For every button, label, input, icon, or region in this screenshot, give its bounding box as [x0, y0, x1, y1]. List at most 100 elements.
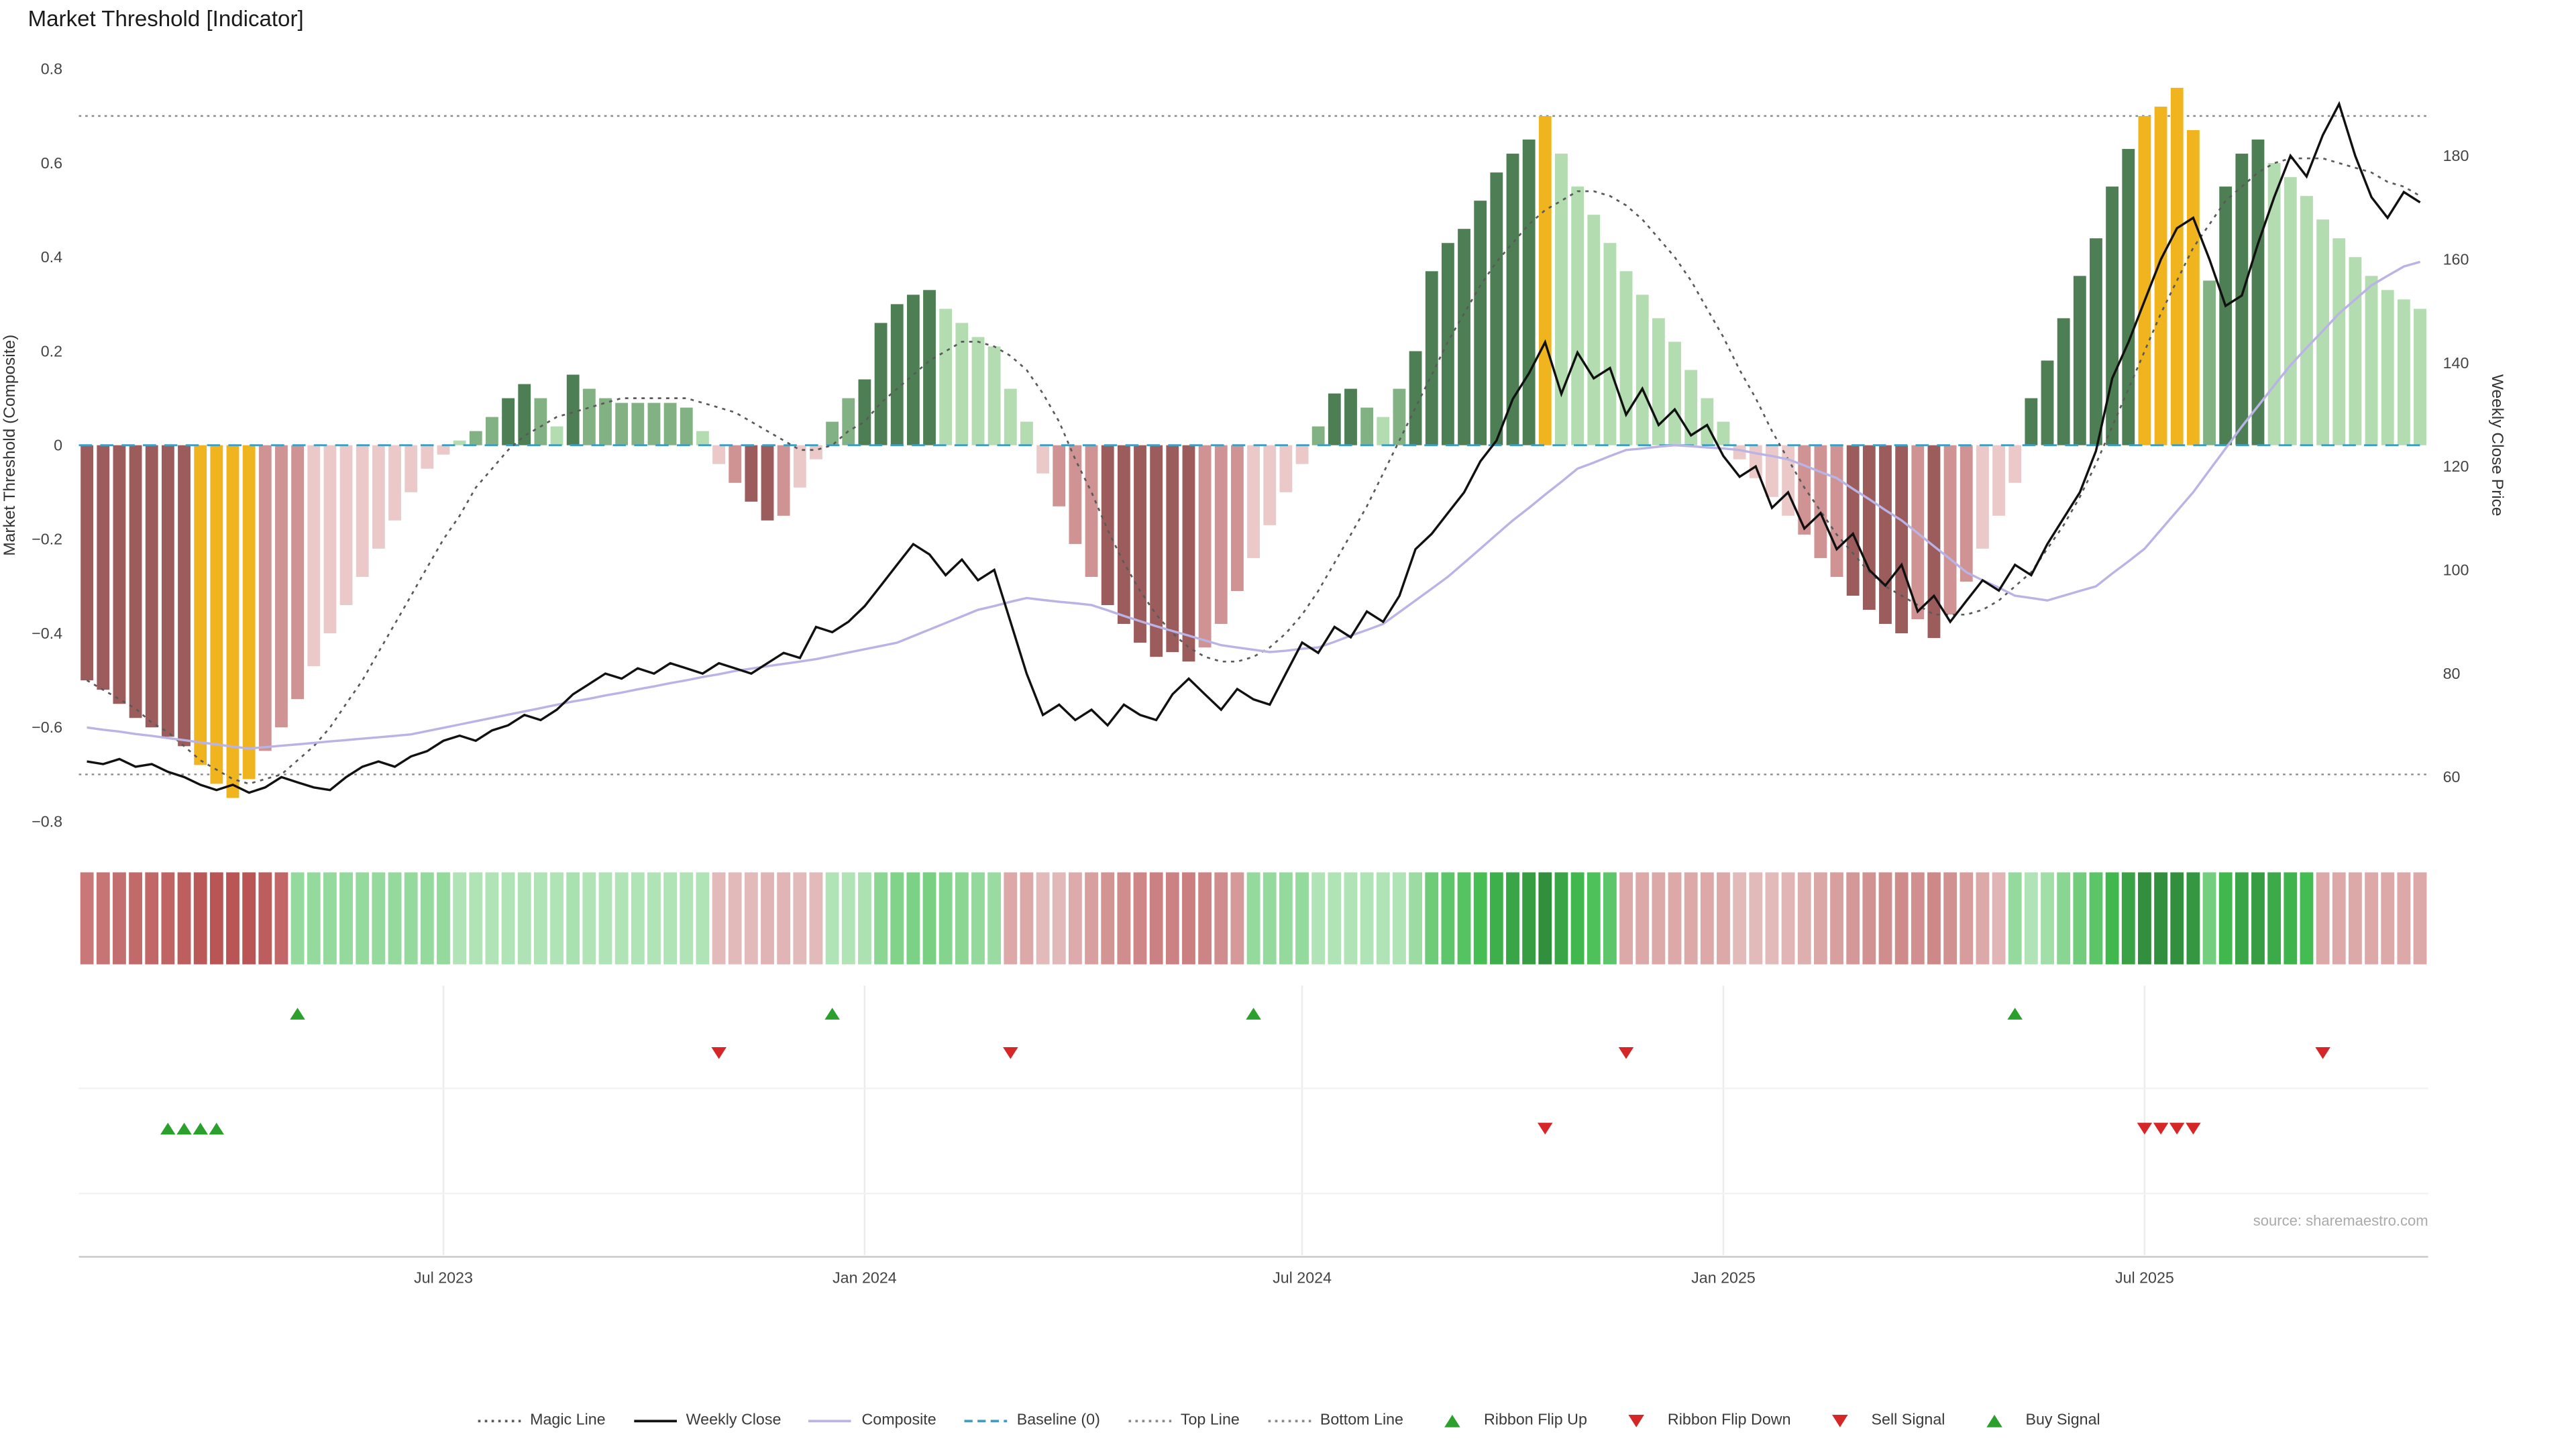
ribbon-stripe: [987, 872, 1002, 965]
ribbon-stripe: [1279, 872, 1293, 965]
threshold-bar: [1587, 215, 1601, 445]
ribbon-stripe: [1246, 872, 1260, 965]
threshold-bar: [858, 379, 871, 445]
threshold-bar: [1020, 421, 1033, 445]
buy-signal-icon: [160, 1122, 176, 1135]
ribbon-stripe: [2186, 872, 2200, 965]
threshold-bar: [2154, 106, 2167, 445]
source-text: source: sharemaestro.com: [2253, 1212, 2428, 1229]
threshold-bar: [2235, 154, 2249, 445]
ribbon-stripe: [1149, 872, 1163, 965]
ribbon-stripe: [696, 872, 710, 965]
triangle-up-icon: [1444, 1413, 1461, 1427]
ribbon-stripe: [582, 872, 596, 965]
threshold-bar: [1069, 445, 1082, 544]
threshold-bar: [1198, 445, 1212, 648]
ribbon-stripe: [307, 872, 321, 965]
y-right-tick-label: 120: [2443, 458, 2469, 475]
ribbon-stripe: [1489, 872, 1503, 965]
ribbon-stripe: [1020, 872, 1034, 965]
ribbon-stripe: [2284, 872, 2298, 965]
ribbon-stripe: [1570, 872, 1585, 965]
sell-signal-icon: [2137, 1122, 2153, 1135]
ribbon-stripe: [1878, 872, 1892, 965]
ribbon-stripe: [2105, 872, 2119, 965]
ribbon-flip-up-icon: [1246, 1008, 1261, 1020]
threshold-bar: [955, 323, 969, 445]
ribbon-stripe: [2218, 872, 2233, 965]
ribbon-stripe: [1425, 872, 1439, 965]
legend: Magic Line Weekly Close Composite Baseline …: [0, 1411, 2576, 1430]
y-axis-right: 180 160 140 120 100 80 60: [2443, 147, 2469, 786]
ribbon-stripe: [485, 872, 499, 965]
ribbon-stripe: [420, 872, 434, 965]
ribbon-stripe: [1652, 872, 1666, 965]
ribbon-stripe: [1214, 872, 1228, 965]
threshold-bar: [729, 445, 742, 483]
threshold-bar: [2349, 257, 2362, 445]
threshold-bar: [97, 445, 110, 690]
legend-item-top-line: Top Line: [1126, 1411, 1240, 1430]
threshold-bar: [761, 445, 774, 521]
ribbon-stripe: [404, 872, 418, 965]
y-axis-left: 0.8 0.6 0.4 0.2 0 −0.2 −0.4 −0.6 −0.8: [32, 60, 62, 830]
legend-item-composite: Composite: [808, 1411, 936, 1430]
threshold-bar: [2138, 115, 2151, 445]
threshold-bar: [2073, 276, 2086, 445]
line-dotted-icon: [1128, 1419, 1171, 1421]
threshold-bar: [1830, 445, 1843, 577]
threshold-bar: [1619, 271, 1633, 445]
ribbon-stripe: [80, 872, 94, 965]
threshold-bar: [339, 445, 353, 606]
ribbon-stripe: [2397, 872, 2411, 965]
ribbon-stripe: [177, 872, 191, 965]
threshold-bar: [1992, 445, 2005, 516]
ribbon-stripe: [1052, 872, 1066, 965]
ribbon-stripe: [598, 872, 612, 965]
threshold-bar: [615, 402, 629, 445]
threshold-bar: [971, 337, 985, 445]
threshold-bar: [210, 445, 223, 784]
ribbon-flip-down-markers: [711, 1046, 2330, 1059]
threshold-bar: [1134, 445, 1146, 643]
threshold-bar: [1230, 445, 1244, 591]
threshold-bar: [453, 440, 466, 445]
ribbon-flip-up-icon: [2007, 1008, 2023, 1020]
y-right-tick-label: 100: [2443, 561, 2469, 578]
ribbon-stripe: [1328, 872, 1342, 965]
ribbon-stripe: [1165, 872, 1179, 965]
ribbon-stripe: [1813, 872, 1827, 965]
threshold-bar: [1814, 445, 1827, 558]
threshold-bar: [647, 402, 661, 445]
threshold-bar: [1117, 445, 1130, 625]
ribbon-stripe: [113, 872, 126, 965]
threshold-bar: [939, 309, 953, 445]
threshold-bars: [80, 87, 2426, 798]
ribbon-stripe: [1036, 872, 1050, 965]
threshold-bar: [372, 445, 385, 549]
legend-label: Weekly Close: [686, 1411, 782, 1430]
x-tick-label: Jul 2024: [1273, 1269, 1332, 1287]
x-tick-label: Jul 2023: [414, 1269, 473, 1287]
ribbon-stripe: [1635, 872, 1650, 965]
threshold-bar: [307, 445, 321, 667]
threshold-bar: [810, 445, 822, 460]
legend-label: Buy Signal: [2025, 1411, 2100, 1430]
ribbon-stripe: [1992, 872, 2006, 965]
threshold-bar: [1458, 229, 1470, 445]
threshold-bar: [599, 398, 612, 445]
magic-line: [86, 157, 2421, 785]
sell-signal-icon: [1538, 1122, 1553, 1135]
threshold-bar: [226, 445, 239, 798]
threshold-bar: [2122, 149, 2135, 445]
ribbon-stripe: [437, 872, 450, 965]
legend-label: Magic Line: [530, 1411, 606, 1430]
ribbon-stripe: [1263, 872, 1277, 965]
legend-item-magic-line: Magic Line: [476, 1411, 606, 1430]
x-axis: Jul 2023 Jan 2024 Jul 2024 Jan 2025 Jul 2025: [414, 1269, 2174, 1287]
threshold-bar: [1603, 243, 1617, 445]
threshold-bar: [258, 445, 272, 751]
ribbon-stripe: [226, 872, 239, 965]
threshold-bar: [777, 445, 790, 516]
ribbon-stripe: [1846, 872, 1860, 965]
